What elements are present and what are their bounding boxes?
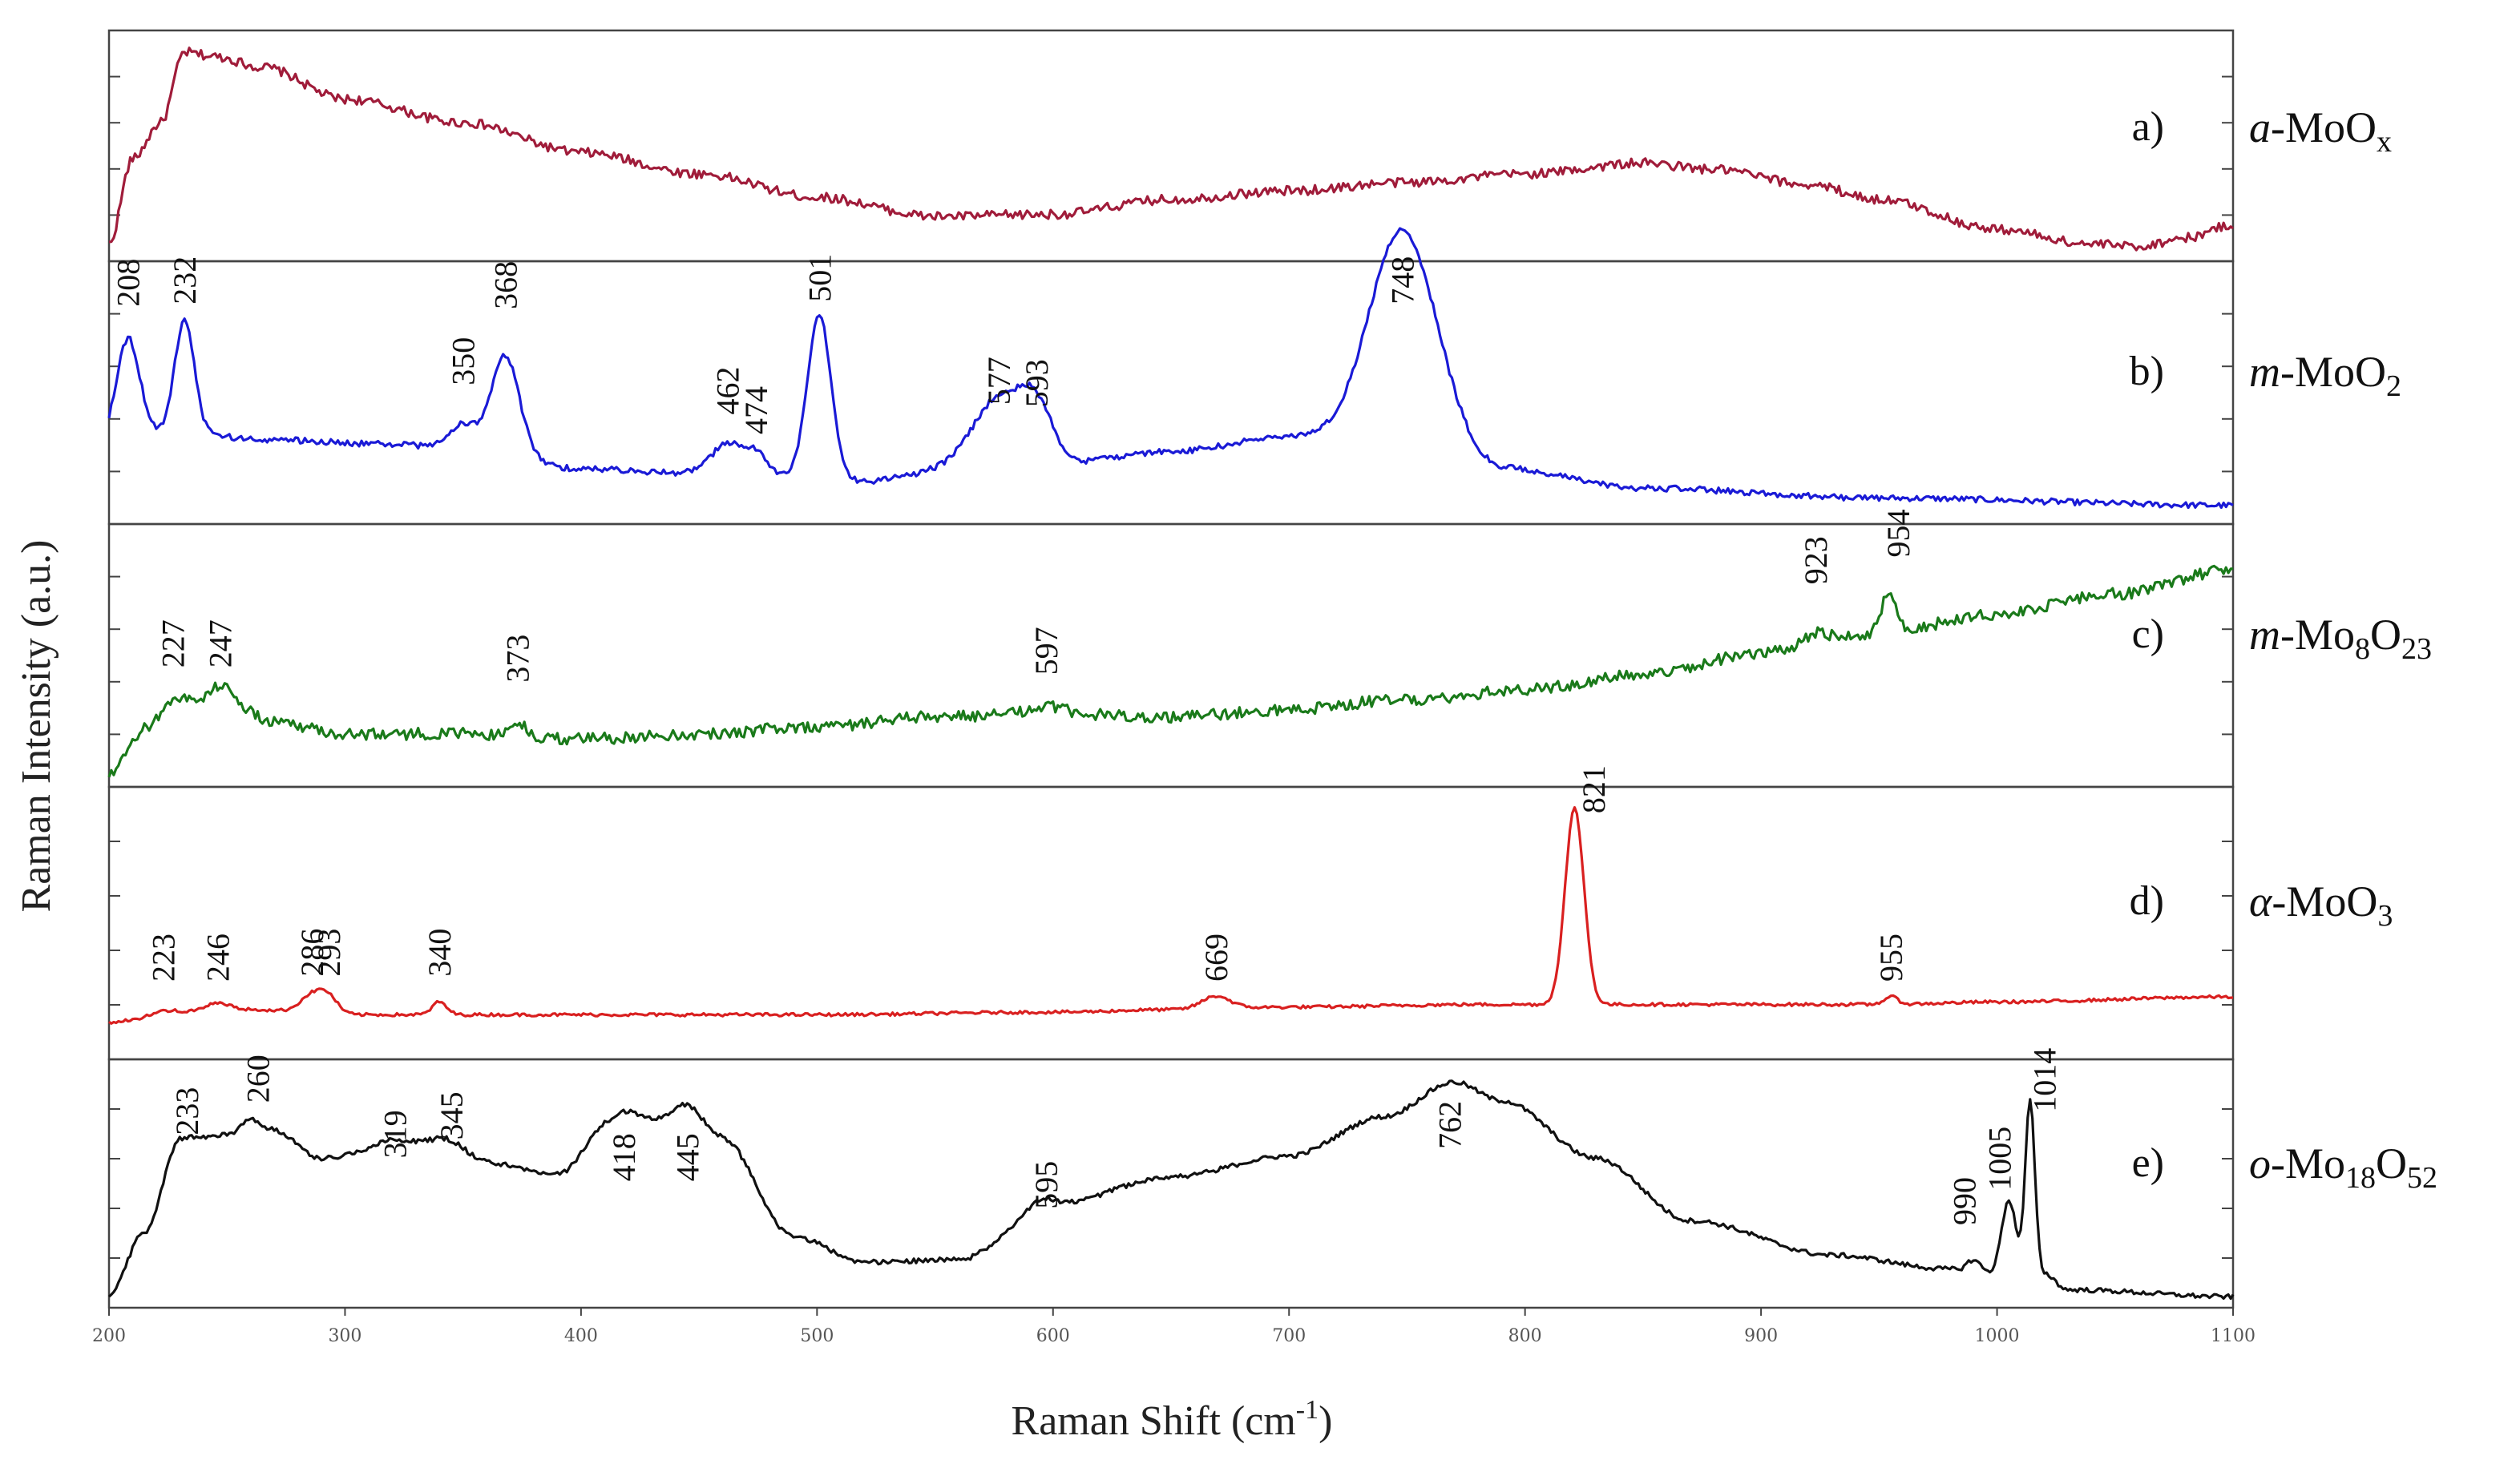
peak-label: 286 [294, 929, 330, 977]
x-axis-title: Raman Shift (cm-1) [1012, 1395, 1333, 1444]
peak-label: 748 [1385, 256, 1421, 304]
peak-label: 462 [709, 367, 745, 415]
peak-label: 340 [422, 929, 458, 977]
compound-name-part: o [2249, 1139, 2271, 1188]
peak-label: 368 [488, 261, 524, 309]
x-tick-label: 1100 [2211, 1326, 2255, 1346]
peak-label: 418 [606, 1133, 642, 1181]
peak-label: 1014 [2026, 1048, 2062, 1112]
x-axis-title-main: Raman Shift (cm [1012, 1398, 1296, 1444]
peak-label: 232 [167, 256, 203, 304]
panel-letter: e) [2132, 1140, 2164, 1186]
spectrum-line-b [107, 227, 2234, 510]
x-axis-title-close: ) [1319, 1398, 1332, 1444]
peak-label: 955 [1873, 934, 1909, 982]
compound-name-part: α [2249, 877, 2273, 926]
panel-a: a) a-MoOx [107, 29, 2392, 263]
compound-name: a-MoOx [2249, 103, 2392, 159]
compound-name-part: -Mo [2280, 611, 2355, 659]
x-tick-label: 200 [92, 1326, 126, 1346]
peak-label: 593 [1019, 359, 1055, 407]
peak-label: 345 [434, 1091, 470, 1139]
compound-name: m-MoO2 [2249, 348, 2401, 403]
spectrum-line-a [108, 46, 2234, 252]
compound-name-part: O [2376, 1139, 2407, 1188]
panel-letter: b) [2130, 349, 2164, 394]
compound-name-part: m [2249, 611, 2280, 659]
compound-name-part: 8 [2355, 632, 2370, 666]
compound-name-part: 23 [2401, 632, 2432, 666]
peak-label: 1005 [1982, 1127, 2018, 1191]
compound-name-part: -Mo [2271, 1139, 2345, 1188]
compound-name-part: O [2370, 611, 2401, 659]
peak-label: 821 [1576, 765, 1612, 813]
x-tick-label: 900 [1744, 1326, 1778, 1346]
compound-name-part: -MoO [2280, 348, 2386, 396]
x-tick-label: 1000 [1975, 1326, 2020, 1346]
x-axis: 200 300 400 500 600 700 800 900 1000 1100 [92, 1308, 2255, 1346]
peak-label: 208 [111, 259, 147, 307]
compound-name-part: -MoO [2272, 877, 2377, 926]
compound-name: m-Mo8O23 [2249, 611, 2432, 666]
peak-label: 990 [1946, 1177, 1982, 1225]
peak-label: 350 [446, 337, 482, 385]
peak-label: 577 [981, 357, 1017, 405]
peak-label: 373 [499, 635, 535, 683]
peak-label: 233 [169, 1087, 205, 1135]
panel-letter: d) [2130, 878, 2164, 924]
peak-label: 762 [1432, 1101, 1468, 1149]
x-tick-label: 400 [564, 1326, 598, 1346]
x-tick-label: 300 [328, 1326, 361, 1346]
spectrum-line-d [108, 806, 2234, 1025]
panel-frame [107, 1058, 2235, 1309]
spectrum-line-e [107, 1079, 2235, 1301]
compound-name-part: 3 [2377, 899, 2393, 933]
peak-label: 445 [669, 1133, 705, 1181]
panel-frame [107, 29, 2235, 263]
compound-name-part: m [2249, 348, 2280, 396]
y-axis-title: Raman Intensity (a.u.) [14, 540, 59, 913]
peak-label: 597 [1028, 627, 1064, 675]
panel-frame [107, 785, 2235, 1061]
compound-name-part: 2 [2386, 369, 2401, 403]
peak-label: 227 [155, 619, 192, 667]
x-tick-label: 500 [800, 1326, 834, 1346]
peak-label: 260 [240, 1055, 277, 1103]
peak-label: 669 [1198, 934, 1234, 982]
peak-label: 954 [1880, 510, 1916, 558]
spectrum-line-c [107, 564, 2234, 778]
peak-label: 319 [377, 1110, 413, 1158]
peak-label: 247 [202, 619, 238, 667]
compound-name-part: -MoO [2271, 103, 2377, 151]
compound-name-part: 18 [2345, 1161, 2376, 1195]
x-tick-label: 700 [1272, 1326, 1306, 1346]
peak-label: 223 [146, 934, 182, 982]
peak-label: 474 [738, 386, 774, 434]
x-tick-label: 800 [1508, 1326, 1542, 1346]
compound-name: α-MoO3 [2249, 877, 2393, 933]
panel-letter: a) [2132, 104, 2164, 150]
panel-letter: c) [2132, 611, 2164, 657]
panel-frame [107, 260, 2235, 526]
peak-label: 293 [311, 929, 347, 977]
x-axis-title-exponent: -1 [1296, 1395, 1319, 1425]
panel-c: 227 247 373 597 923 954 c) m-Mo8O23 [107, 510, 2432, 788]
peak-label: 501 [802, 254, 838, 302]
peak-label: 595 [1028, 1161, 1064, 1209]
panel-frame [107, 522, 2235, 788]
compound-name-part: 52 [2407, 1161, 2437, 1195]
compound-name-part: x [2377, 125, 2392, 159]
peak-label: 923 [1798, 536, 1834, 584]
x-tick-label: 600 [1036, 1326, 1070, 1346]
compound-name: o-Mo18O52 [2249, 1139, 2437, 1195]
peak-label: 246 [200, 934, 236, 982]
compound-name-part: a [2249, 103, 2271, 151]
